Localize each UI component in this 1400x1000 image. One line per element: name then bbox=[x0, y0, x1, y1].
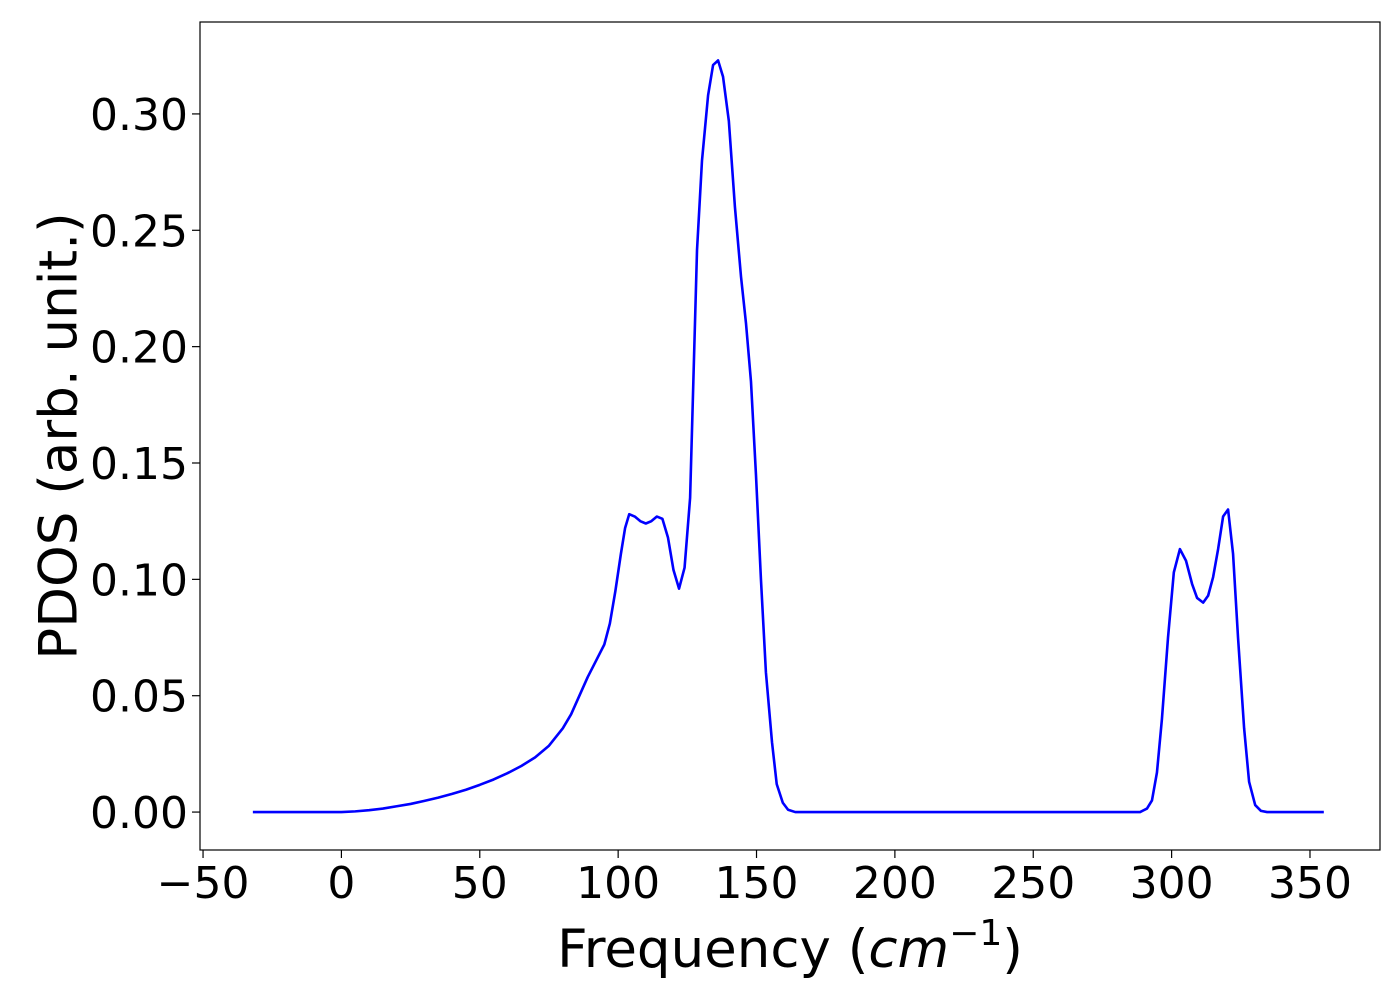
y-axis-label: PDOS (arb. unit.) bbox=[29, 212, 90, 659]
x-label-end: ) bbox=[1002, 919, 1023, 980]
y-tick-label: 0.05 bbox=[90, 672, 188, 723]
y-tick-label: 0.15 bbox=[90, 439, 188, 490]
plot-frame bbox=[199, 21, 1381, 851]
x-tick-label: 50 bbox=[452, 858, 508, 909]
y-tick-label: 0.20 bbox=[90, 323, 188, 374]
x-tick-label: 200 bbox=[853, 858, 937, 909]
x-label-text: Frequency ( bbox=[557, 919, 868, 980]
x-axis-label: Frequency (cm−1) bbox=[557, 913, 1023, 980]
x-tick-label: 150 bbox=[715, 858, 799, 909]
x-tick-label: −50 bbox=[157, 858, 250, 909]
x-tick-label: 300 bbox=[1130, 858, 1214, 909]
y-tick-label: 0.10 bbox=[90, 555, 188, 606]
y-tick-label: 0.00 bbox=[90, 788, 188, 839]
x-tick-label: 100 bbox=[576, 858, 660, 909]
x-tick-label: 0 bbox=[327, 858, 355, 909]
data-line bbox=[252, 59, 1324, 814]
x-tick-label: 250 bbox=[991, 858, 1075, 909]
x-label-math: cm bbox=[868, 919, 949, 980]
x-tick-label: 350 bbox=[1268, 858, 1352, 909]
y-tick-label: 0.25 bbox=[90, 206, 188, 257]
x-label-sup: −1 bbox=[949, 913, 1002, 954]
y-tick-label: 0.30 bbox=[90, 90, 188, 141]
